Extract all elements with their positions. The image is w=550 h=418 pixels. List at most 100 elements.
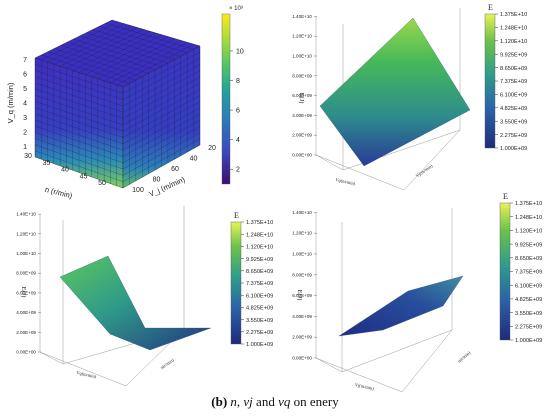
colorbar-tick-label: 4.825E+09 [500,106,527,112]
cube-y-tick: 100 [132,187,144,194]
colorbar-tick-label: 1.000E+09 [246,342,273,348]
z-tick-label: 8.00E+09 [292,272,312,277]
surface-chart-1: 0.00E+00 2.00E+09 4.00E+09 6.00E+09 8.00E+09… [292,3,527,191]
cube-y-tick: 60 [171,166,179,173]
z-tick-label: 2.00E+09 [16,330,36,335]
y-axis-label: n(r/min) [160,357,176,370]
cube-z-tick: 7 [23,57,27,64]
colorbar-title: E [234,211,239,220]
energy-surface [59,255,212,351]
axis-frame [315,329,453,393]
cube-y-tick: 80 [153,177,161,184]
colorbar-tick-label: 8.650E+09 [246,269,273,275]
z-tick-label: 1.20E+10 [292,231,312,236]
cube-z-tick: 4 [23,101,27,108]
cube-grid-lines [34,21,201,186]
energy-surface [338,275,464,337]
cube-colorbar-tick-label: 8 [236,78,240,85]
colorbar-tick-label: 1.375E+10 [515,201,542,207]
colorbar-tick-label: 7.375E+09 [246,281,273,287]
z-tick-label: 0.00E+00 [292,356,312,361]
colorbar-tick-label: 3.550E+09 [515,311,542,317]
colorbar-tick-label: 1.120E+10 [246,245,273,251]
cube-colorbar-tick-label: 6 [236,108,240,115]
colorbar-title: E [503,192,508,201]
colorbar-tick-label: 7.375E+09 [500,79,527,85]
caption-fragment: on enery [290,394,339,409]
cube-z-label: V_q (m/min) [6,82,15,123]
colorbar [484,13,496,149]
cube-colorbar-tick-label: 10 [236,48,244,55]
colorbar-tick-label: 3.550E+09 [246,318,273,324]
colorbar-tick-label: 6.100E+09 [515,283,542,289]
y-axis-label: Vj(m/min) [415,163,434,178]
colorbar [499,202,511,341]
z-tick-label: 1.00E+10 [292,54,312,59]
cube-x-label: n (r/min) [44,185,74,201]
cube-colorbar-ticks: 2 4 6 8 10 [230,48,244,174]
z-tick-label: 0.00E+00 [292,153,312,158]
cube-z-tick: 2 [23,130,27,137]
axis-frame [39,328,185,387]
y-axis-label: n(r/min) [457,350,472,364]
colorbar-tick-label: 9.925E+09 [515,242,542,248]
z-axis-label: E(J) [20,287,27,298]
z-tick-label: 1.00E+10 [292,252,312,257]
z-tick-label: 8.00E+09 [16,271,36,276]
colorbar-tick-label: 8.650E+09 [515,256,542,262]
colorbar-tick-label: 4.825E+09 [246,306,273,312]
z-tick-label: 6.00E+09 [16,290,36,295]
colorbar-tick-label: 7.375E+09 [515,270,542,276]
colorbar [230,221,242,345]
cube-colorbar-tick-label: 2 [236,167,240,174]
colorbar-tick-label: 1.120E+10 [500,39,527,45]
cube-z-tick: 1 [23,144,27,151]
colorbar-tick-label: 1.120E+10 [515,229,542,235]
z-tick-label: 4.00E+09 [292,314,312,319]
cube-colorbar-tick-label: 4 [236,137,240,144]
z-tick-label: 1.20E+10 [292,34,312,39]
cube-x-tick: 35 [43,160,51,167]
z-tick-label: 1.40E+10 [292,14,312,19]
colorbar-tick-label: 1.248E+10 [246,232,273,238]
surface-chart-3: 0.00E+00 2.00E+09 4.00E+09 6.00E+09 8.00E+09… [292,192,542,393]
figure-caption: (b) n, vj and vq on enery [0,394,550,410]
z-tick-label: 6.00E+09 [292,93,312,98]
colorbar-tick-label: 1.000E+09 [515,338,542,344]
caption-fragment: vq [278,394,291,409]
z-tick-label: 1.00E+10 [16,251,36,256]
colorbar-tick-label: 1.375E+10 [500,12,527,18]
colorbar-tick-label: 1.375E+10 [246,220,273,226]
cube-colorbar-exponent: × 10⁹ [229,5,244,12]
colorbar-tick-label: 1.248E+10 [515,215,542,221]
cube-z-tick: 3 [23,115,27,122]
z-tick-label: 0.00E+00 [16,350,36,355]
surface-chart-2: 0.00E+00 2.00E+09 4.00E+09 6.00E+09 8.00E+09… [16,206,273,387]
z-tick-label: 4.00E+09 [16,310,36,315]
z-tick-label: 8.00E+09 [292,73,312,78]
colorbar-tick-label: 6.100E+09 [246,293,273,299]
cube-y-tick: 40 [190,156,198,163]
colorbar-tick-label: 3.550E+09 [500,119,527,125]
cube-x-tick: 45 [80,173,88,180]
colorbar-tick-label: 1.000E+09 [500,146,527,152]
z-tick-label: 1.40E+10 [292,210,312,215]
caption-label: (b) [211,394,228,409]
z-tick-label: 1.40E+10 [16,212,36,217]
energy-surface [319,17,471,167]
z-tick-label: 2.00E+09 [292,335,312,340]
caption-fragment: and [252,394,279,409]
colorbar-tick-label: 4.825E+09 [515,297,542,303]
colorbar-tick-label: 2.275E+09 [515,325,542,331]
colorbar-title: E [488,3,493,12]
x-axis-label: Vq(m/min) [335,177,356,186]
caption-text: n, vj and vq on enery [227,394,339,409]
colorbar-tick-label: 2.275E+09 [500,133,527,139]
caption-fragment: n [230,394,237,409]
colorbar-tick-label: 8.650E+09 [500,66,527,72]
z-tick-label: 4.00E+09 [292,113,312,118]
cube-x-tick: 30 [24,153,32,160]
x-axis-label: Vj(m/min) [354,382,374,391]
z-axis-label: E(J) [296,290,303,301]
